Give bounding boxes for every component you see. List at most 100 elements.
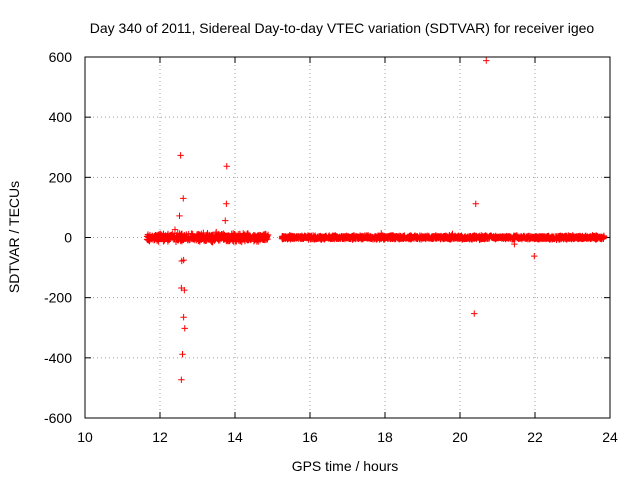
data-point: [527, 235, 535, 242]
data-point: [357, 234, 365, 241]
data-point: [543, 235, 550, 242]
data-point: [208, 232, 215, 239]
data-point: [154, 233, 162, 241]
data-point: [437, 233, 445, 240]
data-point: [563, 235, 570, 242]
data-point: [175, 235, 182, 242]
outlier-point: [223, 200, 230, 208]
data-point: [566, 234, 574, 241]
data-point: [256, 233, 263, 241]
data-point: [414, 234, 422, 241]
data-point: [461, 235, 469, 242]
data-point: [219, 233, 227, 241]
x-tick-label: 24: [602, 429, 618, 445]
data-point: [404, 234, 412, 242]
data-point: [346, 235, 353, 242]
outlier-point: [176, 212, 183, 220]
data-point: [499, 234, 506, 241]
x-tick-label: 18: [377, 429, 393, 445]
outlier-point: [531, 252, 538, 260]
data-point: [387, 235, 394, 243]
y-tick-label: 400: [49, 109, 73, 125]
data-point: [248, 234, 255, 241]
data-point: [518, 233, 526, 241]
outlier-point: [483, 57, 490, 64]
outlier-point: [511, 240, 518, 248]
data-point: [223, 233, 230, 240]
data-point: [365, 233, 372, 241]
data-point: [395, 233, 402, 241]
data-point: [167, 234, 175, 241]
y-tick-label: -600: [44, 410, 72, 426]
data-point: [433, 233, 441, 241]
x-tick-label: 22: [527, 429, 543, 445]
outlier-point: [171, 226, 179, 233]
outlier-point: [179, 351, 186, 358]
y-axis-label: SDTVAR / TECUs: [6, 181, 22, 293]
y-tick-label: -400: [44, 350, 72, 366]
data-point: [490, 233, 498, 241]
outlier-point: [180, 195, 187, 202]
data-point: [232, 232, 239, 239]
data-point: [198, 236, 205, 243]
y-tick-label: -200: [44, 290, 72, 306]
outlier-point: [178, 376, 185, 383]
data-point: [408, 234, 416, 241]
data-point: [445, 234, 452, 242]
x-axis-label: GPS time / hours: [292, 458, 399, 474]
x-tick-label: 10: [77, 429, 93, 445]
data-point: [414, 235, 421, 242]
data-point: [573, 234, 580, 241]
outlier-point: [223, 163, 230, 170]
y-tick-label: 200: [49, 169, 73, 185]
data-point: [323, 233, 330, 241]
data-point: [200, 229, 207, 237]
chart-title: Day 340 of 2011, Sidereal Day-to-day VTE…: [90, 20, 595, 36]
data-point: [243, 235, 251, 242]
data-point: [550, 233, 558, 240]
data-point: [279, 233, 287, 240]
data-point: [180, 235, 188, 242]
outlier-point: [181, 325, 188, 332]
x-tick-label: 14: [227, 429, 243, 445]
data-point: [292, 234, 299, 241]
data-point: [429, 234, 436, 241]
data-point: [188, 230, 195, 237]
data-point: [218, 230, 225, 238]
data-point: [293, 234, 300, 242]
data-point: [349, 232, 357, 240]
data-point: [359, 232, 366, 240]
outlier-point: [213, 228, 220, 236]
outlier-point: [449, 230, 456, 238]
data-point: [278, 234, 286, 241]
data-point: [480, 235, 487, 242]
data-point: [306, 234, 313, 241]
data-point: [229, 237, 237, 245]
data-point: [231, 231, 238, 239]
data-point: [568, 235, 575, 243]
data-point: [458, 233, 466, 241]
outlier-point: [180, 314, 187, 321]
data-point: [505, 233, 512, 240]
data-point: [336, 234, 343, 241]
data-point: [151, 236, 158, 243]
data-point: [319, 235, 327, 242]
data-point: [187, 233, 194, 240]
data-point: [374, 234, 381, 242]
data-point: [559, 233, 566, 240]
data-point: [600, 234, 607, 241]
data-point: [582, 232, 589, 240]
x-tick-label: 12: [152, 429, 168, 445]
outlier-point: [177, 152, 184, 159]
data-point: [339, 233, 347, 240]
axes: 10 12 14 16 18 20 22 24 -600 -400 -200 0 200 400 600: [44, 49, 618, 445]
outlier-point: [378, 230, 385, 237]
outlier-point: [222, 217, 229, 224]
data-point: [478, 234, 486, 241]
data-point: [422, 233, 429, 240]
data-point: [146, 231, 154, 239]
data-point: [592, 236, 599, 243]
data-point: [554, 235, 561, 242]
data-point: [580, 235, 588, 243]
y-tick-label: 0: [64, 230, 72, 246]
